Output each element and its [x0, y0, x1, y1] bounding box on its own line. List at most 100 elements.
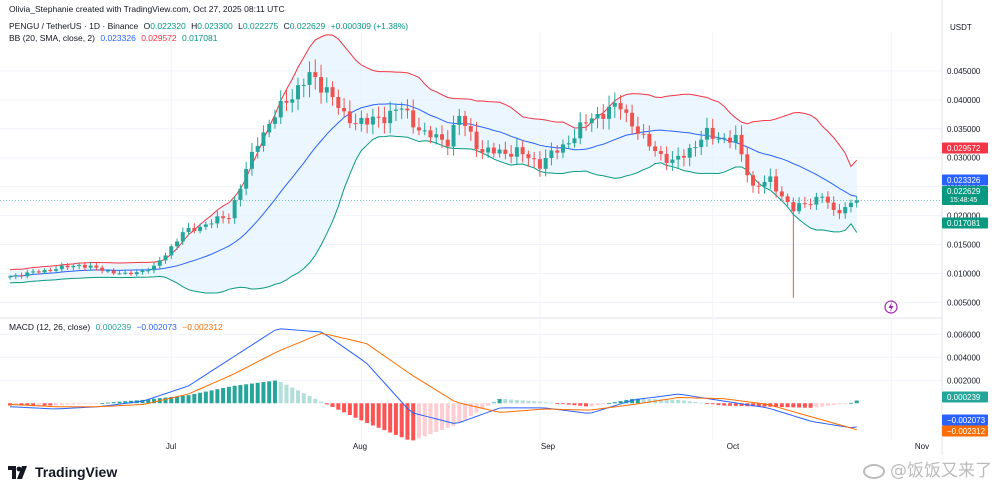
candle-body: [100, 267, 105, 271]
macd-hist-bar: [221, 388, 226, 404]
macd-hist-bar: [814, 403, 819, 408]
macd-hist-bar: [497, 399, 502, 404]
flash-icon[interactable]: [884, 300, 898, 314]
macd-legend[interactable]: MACD (12, 26, close) 0.000239 −0.002073 …: [9, 322, 226, 332]
flash-icon-circle[interactable]: [884, 300, 898, 314]
candle-body: [215, 216, 220, 224]
close-label: C: [283, 21, 290, 31]
macd-hist-bar: [509, 399, 514, 404]
bb-label[interactable]: BB (20, SMA, close, 2): [9, 33, 95, 43]
close-label-bg: [942, 186, 988, 205]
macd-hist-bar: [785, 403, 790, 408]
low-label: L: [238, 21, 243, 31]
candle-body: [595, 113, 600, 119]
macd-hist-bar: [774, 403, 779, 407]
candle-body: [192, 227, 197, 231]
candle-body: [128, 272, 133, 275]
macd-hist-bar: [347, 403, 352, 416]
open-value: 0.022320: [150, 21, 186, 31]
macd-signal-label: −0.002312: [947, 427, 986, 436]
candle-body: [491, 147, 496, 154]
candle-body: [739, 134, 744, 155]
macd-hist-bar: [797, 403, 802, 408]
macd-hist-bar: [837, 403, 842, 405]
candle-body: [566, 143, 571, 145]
candle-body: [209, 223, 214, 225]
candle-body: [388, 110, 393, 124]
macd-hist-bar: [169, 396, 174, 404]
macd-hist-bar: [751, 403, 756, 407]
candle-body: [532, 158, 537, 160]
macd-hist-bar: [342, 403, 347, 413]
macd-hist-bar: [589, 403, 594, 407]
candle-body: [13, 275, 18, 277]
macd-hist-label: 0.000239: [947, 393, 981, 402]
macd-hist-bar: [405, 403, 410, 440]
candle-body: [451, 124, 456, 147]
candle-body: [82, 264, 87, 268]
macd-hist-bar: [163, 397, 168, 404]
price-axes[interactable]: USDT0.0450000.0400000.0350000.0300000.02…: [166, 0, 981, 455]
macd-hist-bar: [186, 395, 191, 404]
price-tick: 0.035000: [947, 125, 981, 134]
macd-hist-bar: [474, 403, 479, 413]
candle-body: [825, 196, 830, 203]
macd-hist-bar: [146, 399, 151, 404]
symbol-name[interactable]: PENGU / TetherUS · 1D · Binance: [9, 21, 139, 31]
macd-hist-bar: [434, 403, 439, 433]
macd-line-label: −0.002073: [947, 416, 986, 425]
candle-body: [71, 265, 76, 268]
candle-body: [330, 87, 335, 97]
macd-hist-bar: [128, 400, 133, 404]
candle-body: [658, 151, 663, 154]
macd-label[interactable]: MACD (12, 26, close): [9, 322, 91, 332]
candle-body: [59, 265, 64, 270]
candle-body: [699, 139, 704, 148]
macd-line: [9, 328, 857, 429]
macd-hist-bar: [31, 403, 36, 406]
candle-body: [612, 103, 617, 107]
candle-body: [468, 126, 473, 132]
macd-hist-bar: [843, 403, 848, 405]
macd-hist-bar: [382, 403, 387, 431]
macd-hist-bar: [226, 386, 231, 404]
signal-line: [9, 333, 857, 431]
macd-hist-bar: [336, 403, 341, 410]
macd-hist-bar: [111, 402, 116, 404]
macd-hist-bar: [779, 403, 784, 408]
candle-body: [681, 155, 686, 158]
macd-hist-bar: [100, 403, 105, 404]
candle-body: [342, 107, 347, 112]
candle-body: [313, 72, 318, 78]
candle-body: [837, 209, 842, 214]
bb-legend[interactable]: BB (20, SMA, close, 2) 0.023326 0.029572…: [9, 33, 220, 43]
low-value: 0.022275: [242, 21, 279, 31]
macd-hist-bar: [681, 400, 686, 404]
flash-icon-bolt[interactable]: [888, 302, 894, 312]
macd-hist-bar: [514, 399, 519, 404]
macd-hist-bar: [699, 402, 704, 404]
basis-label: 0.023326: [947, 176, 981, 185]
macd-hist-label-bg: [942, 391, 988, 403]
tradingview-logo[interactable]: TradingView: [8, 463, 117, 481]
candle-body: [255, 145, 260, 152]
macd-hist-bar: [203, 391, 208, 404]
candle-body: [278, 100, 283, 118]
candle-body: [19, 275, 24, 277]
candle-body: [751, 175, 756, 186]
bb-basis-line: [9, 103, 857, 277]
macd-hist-bar: [808, 403, 813, 408]
ohlc-legend[interactable]: PENGU / TetherUS · 1D · Binance O0.02232…: [9, 21, 411, 31]
macd-hist-bar: [658, 399, 663, 404]
time-tick: Sep: [541, 442, 556, 451]
candle-body: [111, 270, 116, 274]
candle-body: [428, 130, 433, 138]
candle-body: [169, 246, 174, 256]
macd-hist-bar: [687, 401, 692, 404]
candle-body: [175, 241, 180, 247]
candle-body: [186, 227, 191, 233]
price-tick: 0.040000: [947, 96, 981, 105]
macd-hist-bar: [630, 398, 635, 404]
macd-hist-bar: [411, 403, 416, 441]
